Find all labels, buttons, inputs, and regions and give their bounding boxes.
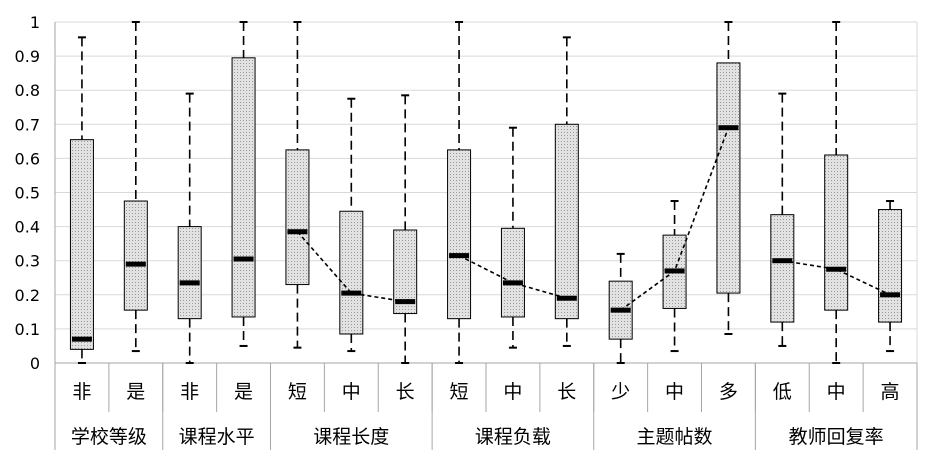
box-iqr xyxy=(716,62,741,294)
category-label: 中 xyxy=(665,381,684,403)
median-mark xyxy=(395,299,416,305)
category-label: 长 xyxy=(557,381,576,403)
box-iqr xyxy=(339,210,364,335)
box-iqr xyxy=(393,229,418,315)
box-iqr xyxy=(770,214,795,323)
category-label: 是 xyxy=(126,381,145,403)
y-tick-label: 0.7 xyxy=(15,115,40,134)
y-tick-label: 0.1 xyxy=(15,320,40,339)
box-iqr xyxy=(447,149,472,320)
box-iqr xyxy=(69,139,94,350)
category-label: 少 xyxy=(611,381,630,403)
category-label: 非 xyxy=(72,381,91,403)
y-tick-label: 0.3 xyxy=(15,252,40,271)
box-iqr xyxy=(824,154,849,311)
category-label: 低 xyxy=(773,381,792,403)
y-tick-label: 0.6 xyxy=(15,149,40,168)
median-mark xyxy=(71,336,92,342)
median-mark xyxy=(179,280,200,286)
median-mark xyxy=(125,261,146,267)
y-tick-label: 0.2 xyxy=(15,286,40,305)
median-mark xyxy=(772,258,793,264)
y-tick-label: 0 xyxy=(30,354,40,373)
group-label: 课程负载 xyxy=(475,426,551,448)
median-mark xyxy=(341,290,362,296)
category-label: 中 xyxy=(827,381,846,403)
box-iqr xyxy=(231,57,256,318)
group-label: 学校等级 xyxy=(71,426,147,448)
group-label: 课程长度 xyxy=(313,426,389,448)
median-mark xyxy=(610,307,631,313)
median-mark xyxy=(233,256,254,262)
y-tick-label: 0.5 xyxy=(15,184,40,203)
median-mark xyxy=(287,229,308,235)
median-mark xyxy=(826,266,847,272)
category-label: 中 xyxy=(342,381,361,403)
median-mark xyxy=(880,292,901,298)
category-label: 非 xyxy=(180,381,199,403)
y-tick-label: 0.4 xyxy=(15,218,40,237)
y-tick-label: 0.9 xyxy=(15,47,40,66)
box-iqr xyxy=(177,226,202,320)
box-iqr xyxy=(500,227,525,318)
median-mark xyxy=(718,125,739,131)
group-label: 主题帖数 xyxy=(637,426,713,448)
group-label: 教师回复率 xyxy=(789,426,884,448)
category-label: 短 xyxy=(450,381,469,403)
category-label: 高 xyxy=(881,381,900,403)
box-iqr xyxy=(554,123,579,320)
category-label: 是 xyxy=(234,381,253,403)
median-mark xyxy=(556,295,577,301)
y-tick-label: 0.8 xyxy=(15,81,40,100)
median-trend-line xyxy=(782,259,891,296)
box-iqr xyxy=(123,200,148,311)
group-label: 课程水平 xyxy=(179,426,255,448)
median-mark xyxy=(449,253,470,259)
category-label: 中 xyxy=(503,381,522,403)
median-mark xyxy=(664,268,685,274)
category-label: 长 xyxy=(396,381,415,403)
median-mark xyxy=(502,280,523,286)
box-iqr xyxy=(878,209,903,323)
category-label: 短 xyxy=(288,381,307,403)
category-label: 多 xyxy=(719,381,738,403)
box-iqr xyxy=(285,149,310,286)
y-tick-label: 1 xyxy=(30,13,40,32)
